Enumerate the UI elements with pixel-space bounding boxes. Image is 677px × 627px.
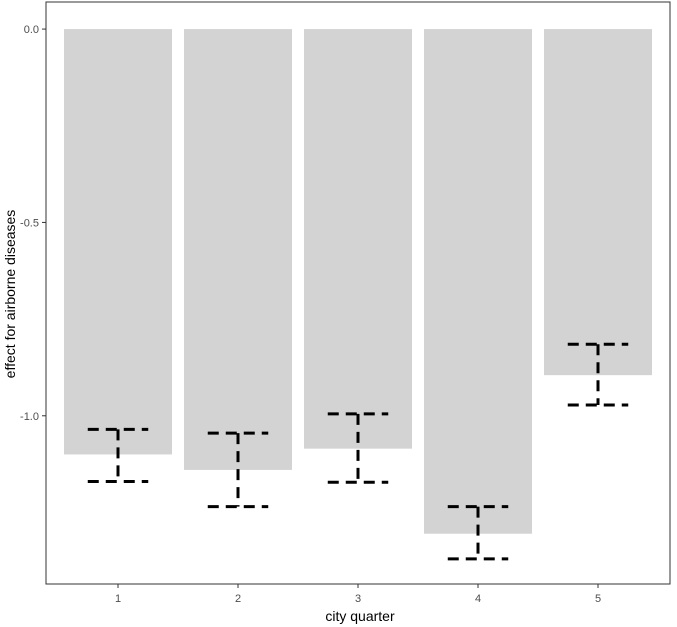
x-axis: 1 2 3 4 5 [115,584,601,605]
x-tick-label-5: 5 [595,593,601,605]
bar-5 [544,29,652,376]
bar-2 [184,29,292,470]
bars-group [64,29,652,534]
y-axis-title: effect for airborne diseases [2,210,18,379]
bar-3 [304,29,412,449]
error-bars-group [87,342,629,561]
y-tick-label: -1.0 [20,411,39,423]
x-tick-label-2: 2 [235,593,241,605]
bar-1 [64,29,172,455]
x-tick-label-1: 1 [115,593,121,605]
x-tick-label-3: 3 [355,593,361,605]
x-tick-label-4: 4 [475,593,481,605]
y-axis: 0.0 -0.5 -1.0 [20,24,46,423]
y-tick-label: 0.0 [24,24,39,36]
x-axis-title: city quarter [325,608,395,624]
bar-4 [424,29,532,534]
y-tick-label: -0.5 [20,217,39,229]
